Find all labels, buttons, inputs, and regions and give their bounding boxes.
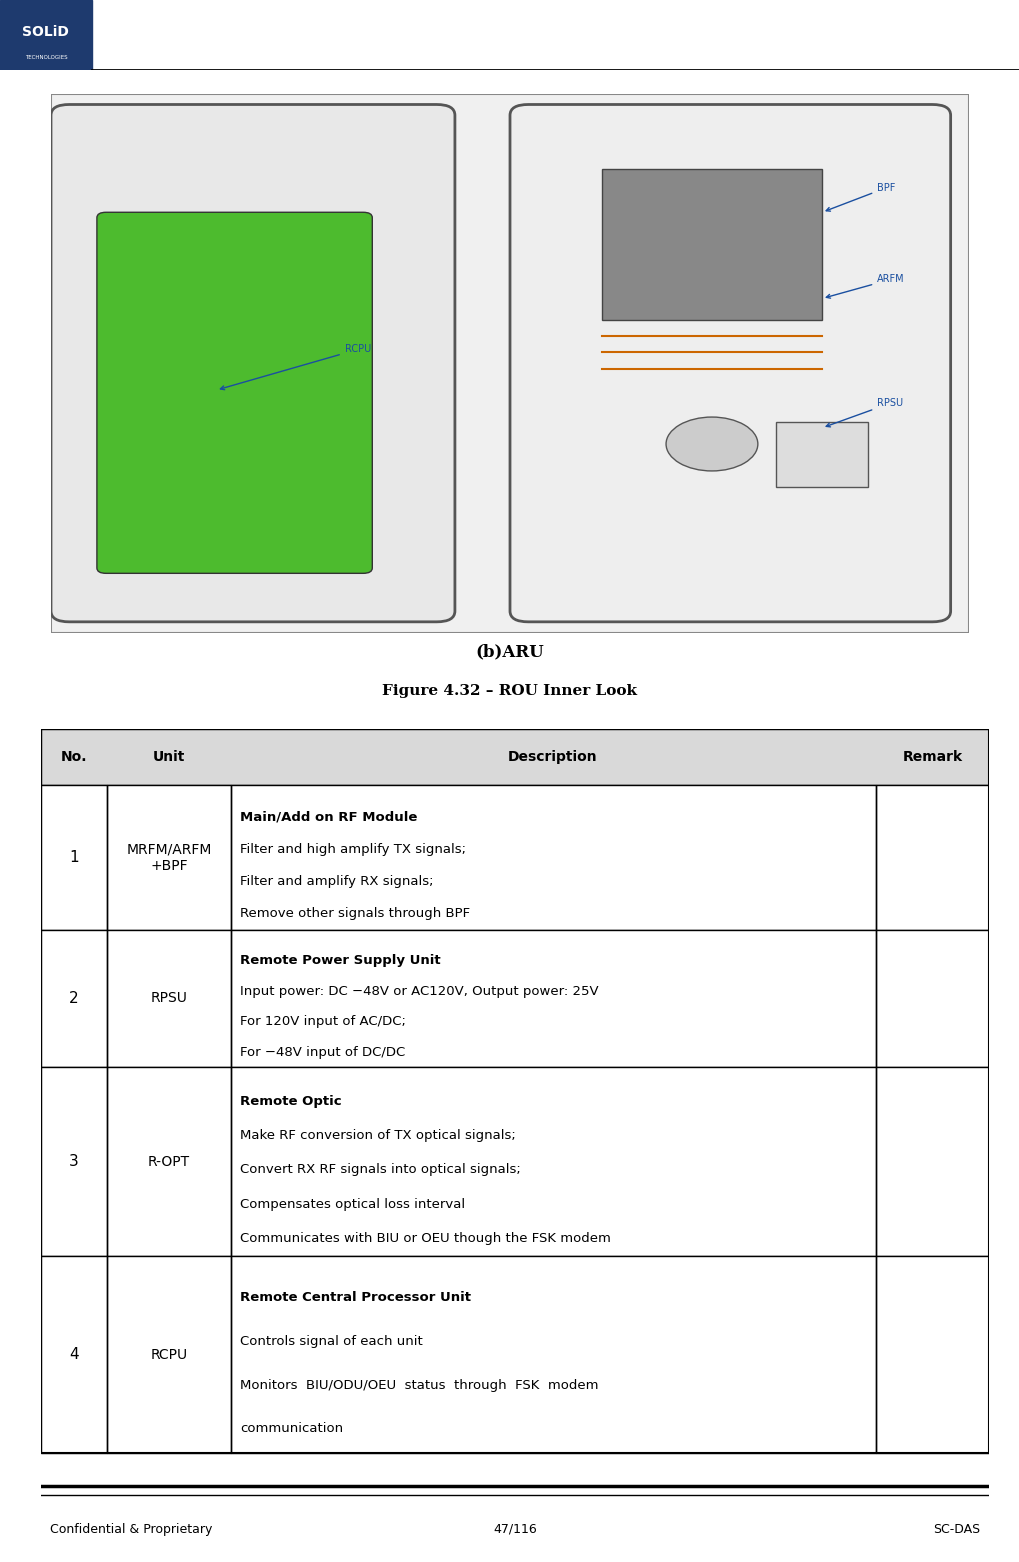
Text: Figure 4.32 – ROU Inner Look: Figure 4.32 – ROU Inner Look (382, 684, 637, 698)
Bar (41, 929, 107, 1067)
Bar (41, 786, 988, 929)
Text: RPSU: RPSU (150, 992, 187, 1006)
Bar (874, 929, 988, 1067)
Text: Make RF conversion of TX optical signals;: Make RF conversion of TX optical signals… (239, 1129, 516, 1142)
Text: Compensates optical loss interval: Compensates optical loss interval (239, 1198, 465, 1211)
Text: TECHNOLOGIES: TECHNOLOGIES (24, 55, 67, 61)
Text: (b)ARU: (b)ARU (475, 644, 544, 661)
Text: Convert RX RF signals into optical signals;: Convert RX RF signals into optical signa… (239, 1164, 521, 1176)
Text: 1: 1 (69, 850, 78, 865)
Text: Filter and amplify RX signals;: Filter and amplify RX signals; (239, 875, 433, 889)
Text: Confidential & Proprietary: Confidential & Proprietary (50, 1523, 212, 1535)
Bar (230, 929, 874, 1067)
Text: 2: 2 (69, 990, 78, 1006)
Bar (107, 1256, 230, 1453)
Text: Filter and high amplify TX signals;: Filter and high amplify TX signals; (239, 843, 466, 856)
FancyBboxPatch shape (510, 105, 950, 622)
Text: SC-DAS: SC-DAS (931, 1523, 979, 1535)
Bar (230, 1256, 874, 1453)
Text: MRFM/ARFM
+BPF: MRFM/ARFM +BPF (126, 842, 211, 873)
Circle shape (665, 417, 757, 472)
Text: ARFM: ARFM (825, 275, 904, 298)
Text: Monitors  BIU/ODU/OEU  status  through  FSK  modem: Monitors BIU/ODU/OEU status through FSK … (239, 1379, 598, 1392)
Bar (107, 786, 230, 929)
Bar (41, 1256, 107, 1453)
Text: For −48V input of DC/DC: For −48V input of DC/DC (239, 1045, 405, 1059)
Text: Communicates with BIU or OEU though the FSK modem: Communicates with BIU or OEU though the … (239, 1232, 610, 1245)
Text: For 120V input of AC/DC;: For 120V input of AC/DC; (239, 1015, 406, 1028)
Bar (0, 0, 92, 70)
Text: Remote Central Processor Unit: Remote Central Processor Unit (239, 1292, 471, 1304)
Text: Remote Optic: Remote Optic (239, 1095, 341, 1107)
Bar (230, 786, 874, 929)
Text: SOLiD: SOLiD (22, 25, 69, 39)
Bar (41, 1067, 107, 1256)
Text: 3: 3 (69, 1154, 78, 1168)
Text: Main/Add on RF Module: Main/Add on RF Module (239, 811, 417, 823)
Bar (41, 729, 988, 786)
Text: Remark: Remark (902, 750, 962, 764)
Bar (230, 1067, 874, 1256)
Bar (874, 786, 988, 929)
Bar (41, 786, 107, 929)
FancyBboxPatch shape (51, 105, 454, 622)
Bar (874, 1256, 988, 1453)
Bar (41, 929, 988, 1067)
Bar (874, 1067, 988, 1256)
Text: RPSU: RPSU (825, 398, 903, 426)
Bar (107, 929, 230, 1067)
Text: Remote Power Supply Unit: Remote Power Supply Unit (239, 954, 440, 967)
Text: 47/116: 47/116 (493, 1523, 536, 1535)
Text: Controls signal of each unit: Controls signal of each unit (239, 1336, 422, 1348)
Bar (775, 422, 867, 487)
Text: 4: 4 (69, 1346, 78, 1362)
Text: communication: communication (239, 1423, 342, 1435)
Text: Input power: DC −48V or AC120V, Output power: 25V: Input power: DC −48V or AC120V, Output p… (239, 984, 598, 998)
Bar (41, 1256, 988, 1453)
Text: No.: No. (61, 750, 88, 764)
Text: Description: Description (507, 750, 597, 764)
Text: RCPU: RCPU (220, 344, 371, 389)
Bar (41, 1067, 988, 1256)
Bar (107, 1067, 230, 1256)
Bar (601, 169, 821, 320)
Text: RCPU: RCPU (150, 1348, 187, 1362)
FancyBboxPatch shape (97, 212, 372, 573)
Text: Remove other signals through BPF: Remove other signals through BPF (239, 908, 470, 920)
Text: R-OPT: R-OPT (148, 1154, 190, 1168)
Text: BPF: BPF (825, 183, 895, 211)
Text: Unit: Unit (153, 750, 184, 764)
